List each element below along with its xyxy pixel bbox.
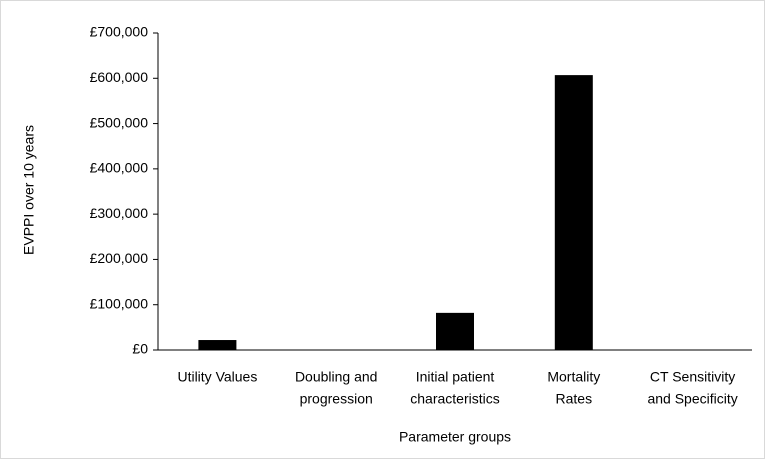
x-axis-label: Parameter groups	[399, 429, 511, 445]
x-tick-label: CT Sensitivity	[650, 369, 735, 385]
y-tick-label: £600,000	[90, 69, 149, 85]
x-tick-label: characteristics	[410, 391, 499, 407]
y-tick-label: £500,000	[90, 114, 149, 130]
x-tick-label: Rates	[556, 391, 593, 407]
bar	[554, 75, 593, 350]
y-tick-label: £100,000	[90, 295, 149, 311]
y-tick-label: £0	[132, 341, 148, 357]
y-tick-label: £400,000	[90, 160, 149, 176]
y-axis-label: EVPPI over 10 years	[21, 125, 37, 255]
x-tick-label: Initial patient	[416, 369, 495, 385]
y-tick-label: £700,000	[90, 24, 149, 40]
x-tick-label: Utility Values	[177, 369, 257, 385]
y-tick-label: £300,000	[90, 205, 149, 221]
bar	[436, 312, 474, 350]
bar	[198, 340, 237, 350]
x-tick-label: Doubling and	[295, 369, 378, 385]
x-tick-label: and Specificity	[647, 391, 737, 407]
y-tick-label: £200,000	[90, 250, 149, 266]
x-tick-label: Mortality	[547, 369, 600, 385]
x-tick-label: progression	[300, 391, 373, 407]
